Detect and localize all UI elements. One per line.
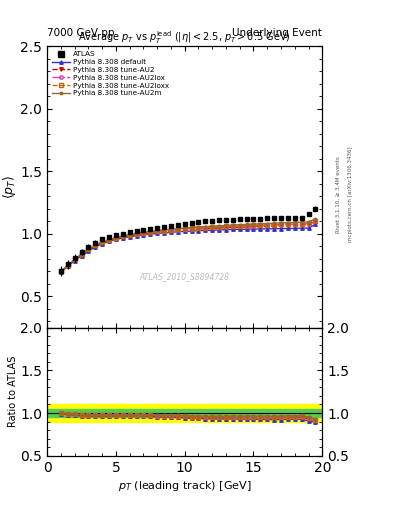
Text: Underlying Event: Underlying Event [232,28,322,38]
Text: Rivet 3.1.10, ≥ 3.4M events: Rivet 3.1.10, ≥ 3.4M events [336,156,341,233]
Text: 7000 GeV pp: 7000 GeV pp [47,28,115,38]
X-axis label: $p_T$ (leading track) [GeV]: $p_T$ (leading track) [GeV] [118,479,252,493]
Title: Average $p_T$ vs $p_T^{\mathrm{lead}}$ ($|\eta| < 2.5$, $p_T > 0.5$ GeV): Average $p_T$ vs $p_T^{\mathrm{lead}}$ (… [78,29,291,46]
Y-axis label: Ratio to ATLAS: Ratio to ATLAS [7,356,18,428]
Text: ATLAS_2010_S8894728: ATLAS_2010_S8894728 [140,272,230,282]
Y-axis label: $\langle p_T \rangle$: $\langle p_T \rangle$ [0,175,18,199]
Legend: ATLAS, Pythia 8.308 default, Pythia 8.308 tune-AU2, Pythia 8.308 tune-AU2lox, Py: ATLAS, Pythia 8.308 default, Pythia 8.30… [50,49,171,99]
Text: mcplots.cern.ch [arXiv:1306.3436]: mcplots.cern.ch [arXiv:1306.3436] [348,147,353,242]
